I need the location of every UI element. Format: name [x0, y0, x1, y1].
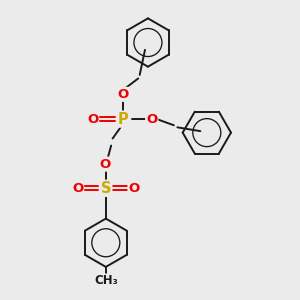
Text: O: O [87, 112, 98, 126]
Text: O: O [118, 88, 129, 101]
Text: CH₃: CH₃ [94, 274, 118, 287]
Text: O: O [100, 158, 111, 171]
Text: P: P [118, 112, 129, 127]
Text: O: O [146, 112, 158, 126]
Text: O: O [128, 182, 140, 195]
Text: O: O [72, 182, 83, 195]
Text: S: S [100, 181, 111, 196]
